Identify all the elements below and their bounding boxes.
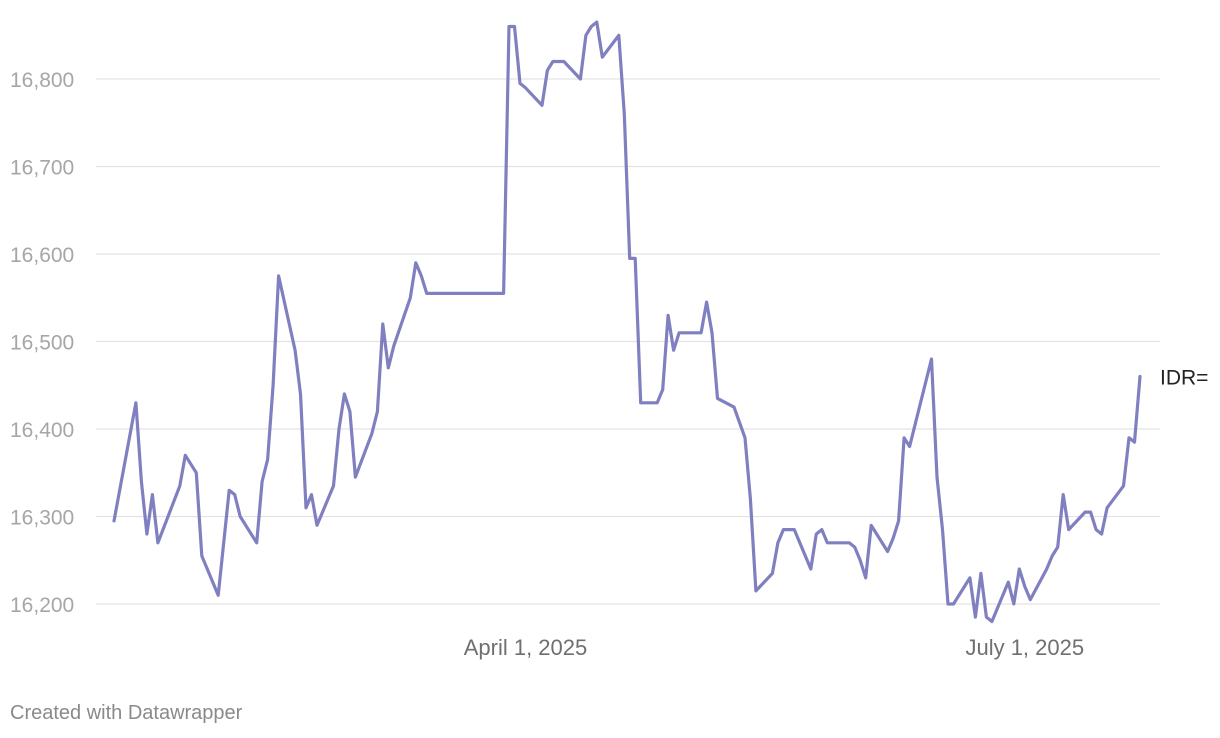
credit-text: Created with Datawrapper <box>10 702 243 724</box>
y-axis-ticks: 16,200 16,300 16,400 16,500 16,600 16,700 16,8… <box>10 69 74 617</box>
y-tick-label: 16,300 <box>10 507 74 530</box>
x-tick-label: July 1, 2025 <box>965 635 1084 660</box>
y-tick-label: 16,700 <box>10 157 74 180</box>
y-tick-label: 16,600 <box>10 244 74 267</box>
line-chart: 16,200 16,300 16,400 16,500 16,600 16,700 16,8… <box>10 20 1208 660</box>
series-line <box>112 20 1142 624</box>
y-tick-label: 16,200 <box>10 594 74 617</box>
y-tick-label: 16,400 <box>10 419 74 442</box>
grid-lines <box>96 78 1160 605</box>
y-tick-label: 16,500 <box>10 332 74 355</box>
y-tick-label: 16,800 <box>10 69 74 92</box>
x-tick-label: April 1, 2025 <box>464 635 588 660</box>
x-axis-ticks: April 1, 2025 July 1, 2025 <box>464 635 1084 660</box>
series-layer: IDR= <box>112 20 1208 624</box>
series-label: IDR= <box>1160 367 1208 390</box>
